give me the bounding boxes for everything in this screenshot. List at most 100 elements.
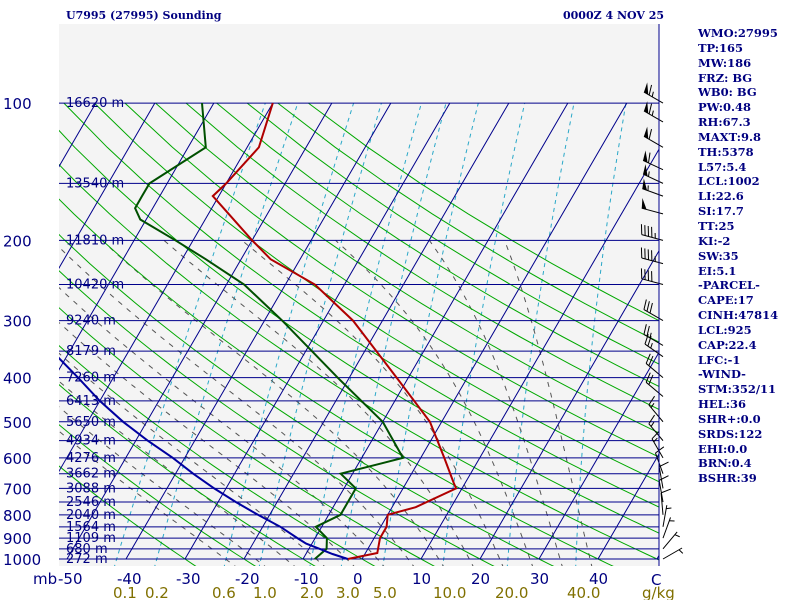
mixing-ratio-label: 40.0 — [567, 584, 600, 600]
plot-background — [59, 24, 659, 566]
dry-adiabat — [59, 233, 555, 566]
moist-adiabat — [59, 246, 415, 566]
isotherm-line — [59, 102, 156, 270]
index-line: -WIND- — [698, 367, 746, 382]
height-label: 8179 m — [66, 344, 116, 359]
wind-barb — [648, 395, 664, 423]
isotherm-line — [243, 102, 510, 560]
index-line: KI:-2 — [698, 233, 731, 248]
moist-adiabat — [59, 380, 295, 566]
wind-barb-pennant — [643, 82, 649, 95]
wind-barb-staff — [662, 547, 683, 560]
wind-barb-staff — [645, 381, 664, 397]
wind-barb — [660, 488, 671, 515]
moist-adiabat — [59, 406, 266, 566]
wind-barb-feather — [648, 395, 656, 406]
mixing-ratio-line — [154, 102, 299, 566]
wind-barb — [642, 178, 664, 197]
pressure-unit-label: mb — [33, 570, 57, 588]
temperature-tick-label: -30 — [176, 570, 201, 588]
dewpoint-trace — [133, 103, 405, 560]
mixing-ratio-label: 2.0 — [300, 584, 324, 600]
wind-barb-staff — [644, 343, 664, 358]
wind-barb — [662, 531, 680, 550]
temperature-tick-label: -40 — [117, 570, 142, 588]
wind-barb-staff — [651, 438, 664, 459]
dry-adiabat — [59, 198, 614, 566]
pressure-tick-label: 800 — [3, 507, 32, 525]
pressure-tick-label: 900 — [3, 530, 32, 548]
parcel-trace — [59, 356, 349, 560]
wind-barb-feather — [648, 355, 654, 366]
pressure-tick-label: 100 — [3, 95, 32, 113]
chart-title: U7995 (27995) Sounding — [66, 9, 222, 22]
moist-adiabat — [335, 239, 533, 566]
index-line: WB0: BG — [698, 85, 757, 100]
mixing-ratio-line — [223, 102, 355, 566]
height-label: 3662 m — [66, 467, 116, 482]
wind-barb-feather — [643, 299, 647, 310]
height-label: 4934 m — [66, 434, 116, 449]
temperature-tick-label: 30 — [530, 570, 549, 588]
wind-barb — [662, 547, 684, 560]
temperature-tick-label: -20 — [235, 570, 260, 588]
index-line: LCL:925 — [698, 322, 752, 337]
height-label: 10420 m — [66, 278, 124, 293]
wind-barb — [662, 505, 672, 527]
mixing-ratio-unit-label: g/kg — [642, 584, 675, 600]
wind-barb-feather — [645, 372, 651, 383]
temperature-tick-label: 0 — [353, 570, 363, 588]
wind-barb-staff — [648, 404, 664, 423]
wind-barb-feather — [651, 91, 654, 97]
height-label: 13540 m — [66, 176, 124, 191]
wind-barb-staff — [642, 159, 664, 171]
isotherm-line — [538, 351, 659, 560]
wind-barb-feather — [666, 507, 672, 510]
temperature-tick-label: -10 — [294, 570, 319, 588]
wind-barb-feather — [678, 549, 684, 554]
wind-barb — [643, 126, 664, 148]
mixing-ratio-label: 0.1 — [113, 584, 137, 600]
wind-barb — [645, 372, 664, 397]
wind-barb — [643, 299, 664, 322]
height-label: 1109 m — [66, 531, 116, 546]
wind-barb-staff — [662, 531, 678, 550]
wind-barb-feather — [646, 301, 650, 312]
index-line: HEL:36 — [698, 397, 746, 412]
index-line: -PARCEL- — [698, 278, 760, 293]
index-line: FRZ: BG — [698, 70, 753, 85]
wind-barb-feather — [646, 325, 650, 337]
moist-adiabat — [59, 430, 236, 566]
wind-barb — [651, 430, 664, 459]
moist-adiabat — [59, 321, 355, 566]
wind-barb-feather — [645, 353, 651, 364]
mixing-ratio-label: 1.0 — [253, 584, 277, 600]
wind-barb-pennant — [643, 126, 649, 139]
index-line: CINH:47814 — [698, 308, 779, 323]
wind-barb-staff — [660, 492, 664, 515]
index-line: PW:0.48 — [698, 100, 752, 115]
height-label: 680 m — [66, 542, 108, 557]
wind-barb — [658, 475, 669, 503]
isotherm-line — [597, 452, 659, 560]
index-line: SRDS:122 — [698, 426, 763, 441]
index-line: CAPE:17 — [698, 293, 754, 308]
height-label: 2546 m — [66, 495, 116, 510]
wind-barb-feather — [651, 430, 660, 440]
height-label: 4276 m — [66, 451, 116, 466]
wind-barb — [642, 164, 664, 184]
wind-barb — [648, 414, 664, 441]
wind-barb-feather — [648, 171, 650, 177]
mixing-ratio-line — [442, 102, 526, 566]
index-line: TP:165 — [698, 40, 744, 55]
wind-barb-feather — [648, 128, 653, 140]
height-label: 6413 m — [66, 394, 116, 409]
index-line: L57:5.4 — [698, 159, 747, 174]
isotherm-line — [59, 102, 274, 473]
isotherm-line — [361, 102, 628, 560]
wind-barb-pennant — [643, 164, 648, 177]
index-line: TT:25 — [698, 218, 735, 233]
index-line: MAXT:9.8 — [698, 129, 761, 144]
height-label: 272 m — [66, 552, 108, 567]
dry-adiabat — [124, 102, 659, 458]
